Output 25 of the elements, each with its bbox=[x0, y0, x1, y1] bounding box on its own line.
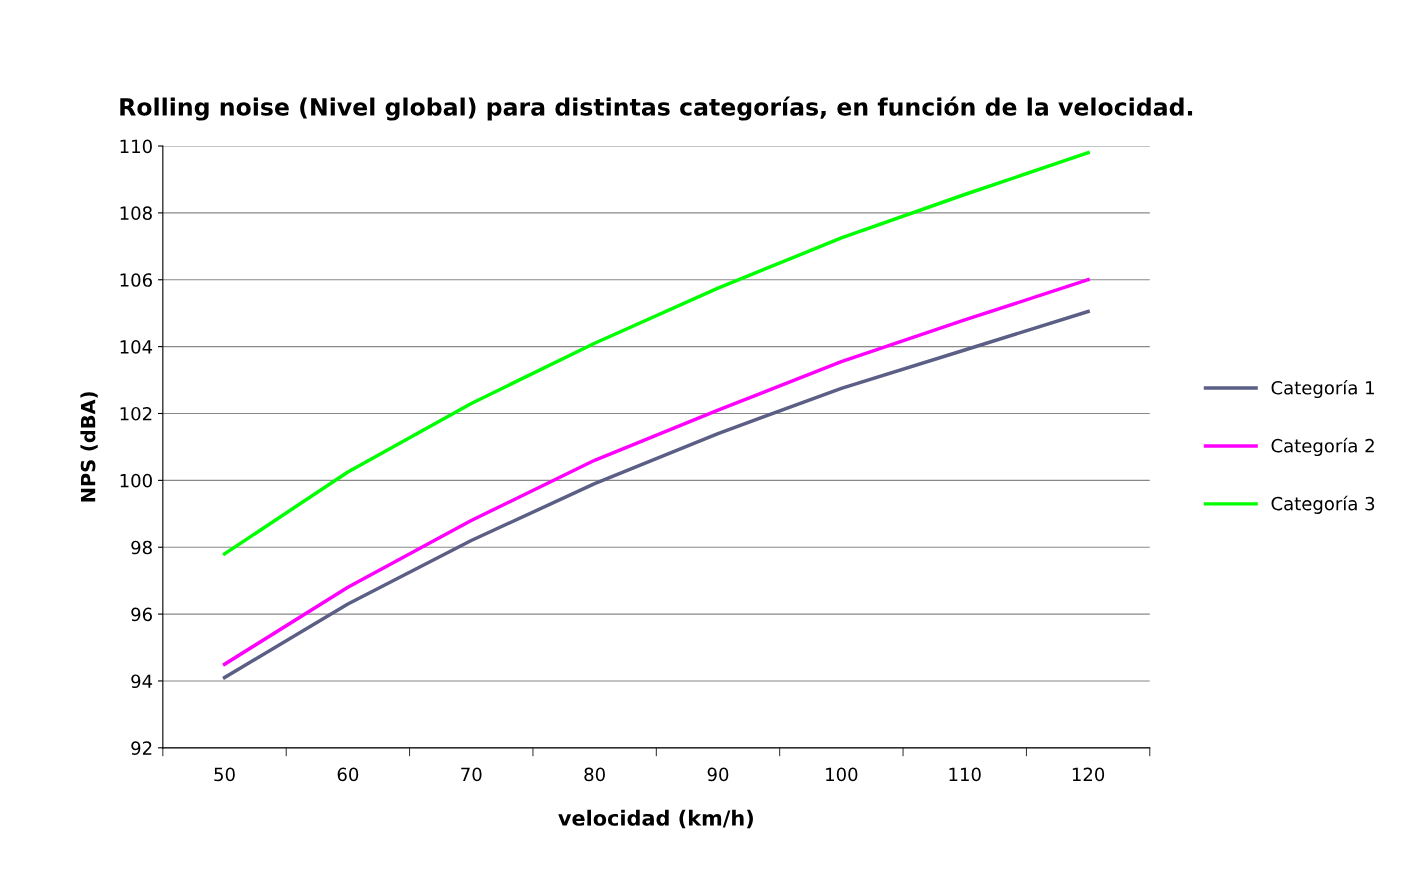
y-tick-label: 104 bbox=[120, 340, 153, 354]
y-tick-label: 96 bbox=[131, 607, 152, 622]
y-tick-label: 110 bbox=[120, 139, 152, 154]
y-tick-label: 106 bbox=[120, 273, 152, 287]
y-tick-label: 92 bbox=[131, 741, 152, 755]
x-tick-label: 120 bbox=[1072, 767, 1105, 782]
line-series bbox=[222, 150, 1090, 556]
legend-label: Categoría 3 bbox=[1271, 495, 1375, 514]
x-tick-label: 70 bbox=[461, 767, 482, 782]
x-tick-label: 60 bbox=[337, 767, 359, 782]
legend-label: Categoría 1 bbox=[1271, 379, 1374, 399]
x-tick-label: 80 bbox=[584, 767, 605, 782]
x-tick-label: 110 bbox=[949, 767, 981, 782]
legend-label: Categoría 2 bbox=[1271, 437, 1374, 457]
y-tick-label: 94 bbox=[131, 674, 153, 689]
y-tick-label: 98 bbox=[131, 540, 152, 555]
x-tick-label: 50 bbox=[214, 767, 235, 782]
x-axis-title: velocidad (km/h) bbox=[558, 809, 753, 829]
y-tick-label: 100 bbox=[120, 473, 152, 488]
y-tick-label: 102 bbox=[120, 406, 152, 421]
x-tick-label: 100 bbox=[826, 767, 858, 782]
y-axis-title: NPS (dBA) bbox=[80, 392, 98, 502]
y-tick-label: 108 bbox=[120, 206, 152, 221]
x-tick-label: 90 bbox=[707, 767, 729, 782]
chart-title: Rolling noise (Nivel global) para distintas categorías, en función de la velocidad. bbox=[120, 96, 1193, 121]
